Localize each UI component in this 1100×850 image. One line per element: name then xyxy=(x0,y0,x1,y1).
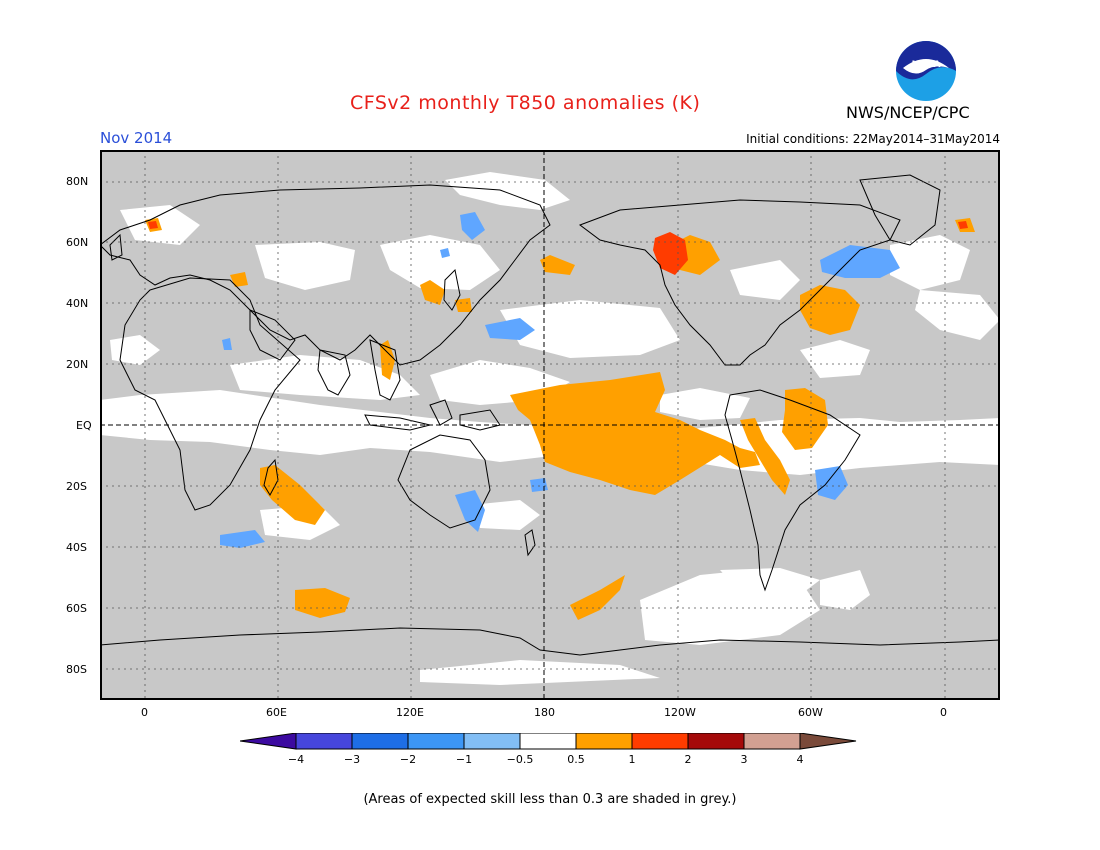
anomaly-map xyxy=(100,150,1000,700)
legend-arrow-low xyxy=(240,733,297,750)
lat-label: EQ xyxy=(76,419,92,432)
svg-text:NOAA: NOAA xyxy=(912,60,941,70)
lon-label: 180 xyxy=(534,706,555,719)
lat-label: 80N xyxy=(66,175,89,188)
lat-label: 60S xyxy=(66,602,87,615)
lon-label: 0 xyxy=(141,706,148,719)
lat-label: 80S xyxy=(66,663,87,676)
legend-swatch xyxy=(519,733,577,750)
legend-tick-label: −3 xyxy=(344,753,360,766)
warm-anomaly-regions xyxy=(145,218,975,620)
map-frame xyxy=(100,150,1000,700)
legend-swatch xyxy=(463,733,521,750)
cool-anomaly-regions xyxy=(220,212,900,548)
legend-swatch xyxy=(631,733,689,750)
noaa-logo: NOAA xyxy=(896,41,956,101)
legend-swatch xyxy=(575,733,633,750)
lon-label: 120E xyxy=(396,706,424,719)
legend-tick-label: 3 xyxy=(741,753,748,766)
legend-swatch xyxy=(295,733,353,750)
legend-tick-label: 1 xyxy=(629,753,636,766)
lon-label: 60W xyxy=(798,706,823,719)
color-legend: −4 −3 −2 −1 −0.5 0.5 1 2 3 4 xyxy=(240,733,857,766)
lat-label: 60N xyxy=(66,236,89,249)
agency-label: NWS/NCEP/CPC xyxy=(846,103,970,122)
lon-label: 60E xyxy=(266,706,287,719)
legend-tick-label: 4 xyxy=(797,753,804,766)
neutral-regions xyxy=(100,172,1000,685)
legend-tick-label: −0.5 xyxy=(507,753,534,766)
initial-conditions: Initial conditions: 22May2014–31May2014 xyxy=(746,132,1000,146)
continent-outlines xyxy=(100,174,1000,656)
lat-lon-grid xyxy=(100,150,1000,700)
lon-label: 120W xyxy=(664,706,696,719)
lon-label: 0 xyxy=(940,706,947,719)
legend-tick-label: −1 xyxy=(456,753,472,766)
legend-swatch xyxy=(687,733,745,750)
lat-label: 20N xyxy=(66,358,89,371)
lat-label: 20S xyxy=(66,480,87,493)
legend-tick-label: −2 xyxy=(400,753,416,766)
forecast-month: Nov 2014 xyxy=(100,129,173,147)
legend-tick-label: 2 xyxy=(685,753,692,766)
equator-dateline xyxy=(100,150,1000,700)
map-title: CFSv2 monthly T850 anomalies (K) xyxy=(350,92,701,114)
legend-swatch xyxy=(407,733,465,750)
skill-note: (Areas of expected skill less than 0.3 a… xyxy=(363,792,737,807)
legend-tick-label: −4 xyxy=(288,753,304,766)
lat-label: 40S xyxy=(66,541,87,554)
legend-tick-label: 0.5 xyxy=(567,753,585,766)
lat-label: 40N xyxy=(66,297,89,310)
legend-arrow-high xyxy=(799,733,857,750)
legend-swatch xyxy=(351,733,409,750)
strong-warm-regions xyxy=(148,221,968,275)
legend-swatch xyxy=(743,733,801,750)
